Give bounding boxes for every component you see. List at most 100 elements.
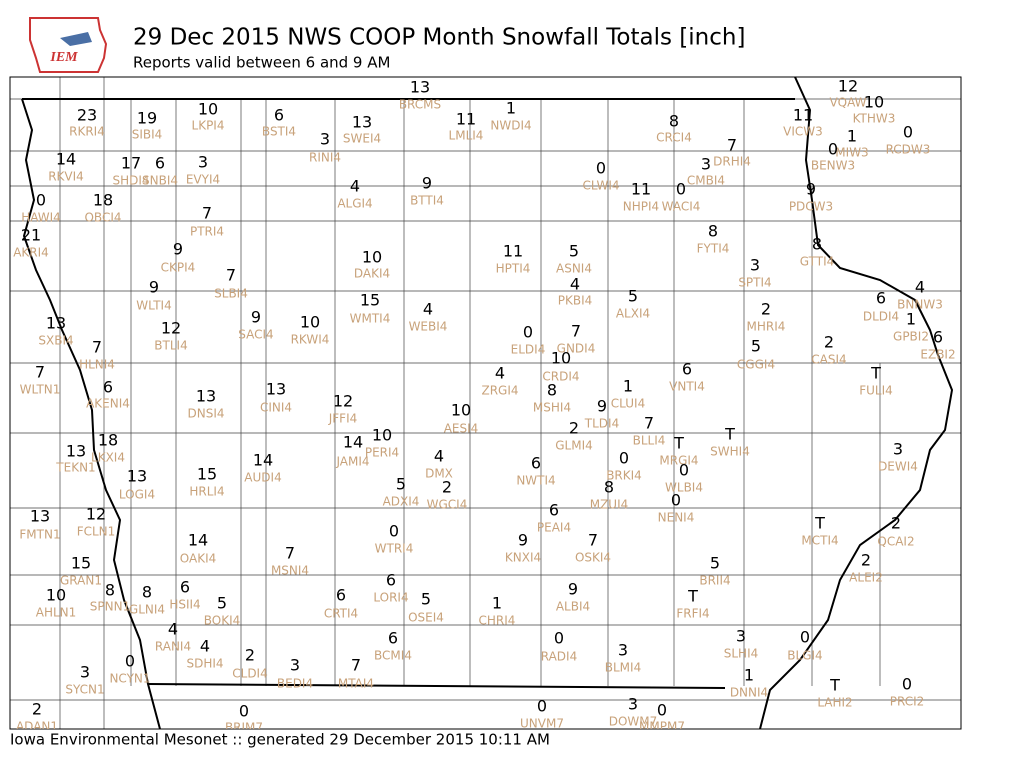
station-id: SXBI4 xyxy=(38,334,73,348)
station-value: 6 xyxy=(386,571,396,590)
station-id: FRFI4 xyxy=(676,607,709,621)
station-value: 2 xyxy=(245,646,255,665)
station-value: 6 xyxy=(336,586,346,605)
station-id: NHPI4 xyxy=(623,200,659,214)
station-id: RANI4 xyxy=(155,640,191,654)
station-value: 5 xyxy=(217,594,227,613)
station-value: 17 xyxy=(121,154,141,173)
station-id: CMBI4 xyxy=(687,174,725,188)
station-id: LKXI4 xyxy=(91,451,125,465)
station-value: 7 xyxy=(571,322,581,341)
station-id: ADAN1 xyxy=(16,720,58,734)
station-id: SWHI4 xyxy=(710,445,750,459)
station-value: 5 xyxy=(628,287,638,306)
station-id: BRCMS xyxy=(399,98,441,112)
station-value: 8 xyxy=(604,478,614,497)
station-id: BLLI4 xyxy=(633,434,666,448)
station-value: 7 xyxy=(202,204,212,223)
station-id: WLTN1 xyxy=(20,383,61,397)
station-id: MMPM7 xyxy=(639,720,685,734)
station-id: PTRI4 xyxy=(190,225,224,239)
station-value: 3 xyxy=(628,695,638,714)
station-id: SWEI4 xyxy=(343,132,381,146)
station-id: CLWI4 xyxy=(582,179,619,193)
station-value: 6 xyxy=(155,154,165,173)
station-id: GNDI4 xyxy=(557,342,596,356)
station-value: 3 xyxy=(290,656,300,675)
station-id: EVYI4 xyxy=(186,173,220,187)
station-id: FULI4 xyxy=(859,384,893,398)
station-id: WLBI4 xyxy=(665,481,703,495)
station-value: 0 xyxy=(239,702,249,721)
station-value: 4 xyxy=(200,637,210,656)
station-id: ELDI4 xyxy=(511,343,546,357)
station-id: VICW3 xyxy=(783,125,823,139)
station-id: OBCI4 xyxy=(84,211,121,225)
station-value: 7 xyxy=(588,531,598,550)
station-id: OAKI4 xyxy=(180,552,217,566)
station-value: 9 xyxy=(597,397,607,416)
station-id: ALBI4 xyxy=(556,600,590,614)
station-id: AHLN1 xyxy=(36,606,77,620)
station-value: 4 xyxy=(168,620,178,639)
station-value: 3 xyxy=(320,130,330,149)
station-value: 3 xyxy=(198,153,208,172)
station-value: 0 xyxy=(676,180,686,199)
station-value: 15 xyxy=(197,465,217,484)
station-id: BEDI4 xyxy=(277,677,313,691)
station-value: 15 xyxy=(360,291,380,310)
map-frame xyxy=(9,76,962,730)
station-value: 0 xyxy=(671,491,681,510)
station-value: 6 xyxy=(531,454,541,473)
station-value: 7 xyxy=(35,363,45,382)
station-value: 8 xyxy=(708,222,718,241)
station-value: 6 xyxy=(549,501,559,520)
station-id: CRTI4 xyxy=(324,607,358,621)
station-id: ASNI4 xyxy=(556,262,592,276)
station-id: ALEI2 xyxy=(849,571,883,585)
station-value: 6 xyxy=(180,578,190,597)
station-id: EZBI2 xyxy=(920,348,955,362)
station-value: 18 xyxy=(98,431,118,450)
station-value: 3 xyxy=(80,663,90,682)
station-value: 1 xyxy=(906,310,916,329)
station-value: 7 xyxy=(644,414,654,433)
station-id: BLMI4 xyxy=(605,661,641,675)
station-value: 7 xyxy=(727,136,737,155)
station-id: GPBI2 xyxy=(893,330,929,344)
station-value: 5 xyxy=(421,590,431,609)
station-value: 13 xyxy=(46,314,66,333)
station-value: 5 xyxy=(751,337,761,356)
station-id: LAHI2 xyxy=(817,696,852,710)
station-value: 10 xyxy=(864,93,884,112)
station-value: 0 xyxy=(657,701,667,720)
station-value: 9 xyxy=(173,240,183,259)
station-value: 5 xyxy=(569,242,579,261)
station-value: 15 xyxy=(71,554,91,573)
station-id: SNBI4 xyxy=(142,174,178,188)
station-value: 18 xyxy=(93,191,113,210)
station-value: 7 xyxy=(351,656,361,675)
subtitle: Reports valid between 6 and 9 AM xyxy=(133,54,390,72)
station-value: 1 xyxy=(623,377,633,396)
station-id: AESI4 xyxy=(444,422,479,436)
station-id: HSII4 xyxy=(169,598,200,612)
station-id: LORI4 xyxy=(373,591,408,605)
station-value: 6 xyxy=(876,289,886,308)
station-id: BCMI4 xyxy=(374,649,412,663)
station-id: NWDI4 xyxy=(490,119,531,133)
station-value: 14 xyxy=(188,531,208,550)
station-value: 13 xyxy=(266,380,286,399)
station-value: 8 xyxy=(105,581,115,600)
station-value: 10 xyxy=(198,100,218,119)
station-value: 9 xyxy=(518,531,528,550)
station-id: SDHI4 xyxy=(186,657,223,671)
station-id: RKRI4 xyxy=(69,125,105,139)
station-value: 9 xyxy=(806,180,816,199)
station-id: CGGI4 xyxy=(737,358,775,372)
station-value: 0 xyxy=(679,461,689,480)
station-value: 1 xyxy=(506,99,516,118)
station-id: CLUI4 xyxy=(611,397,645,411)
station-id: HAWI4 xyxy=(21,211,61,225)
station-id: CASI4 xyxy=(811,353,846,367)
